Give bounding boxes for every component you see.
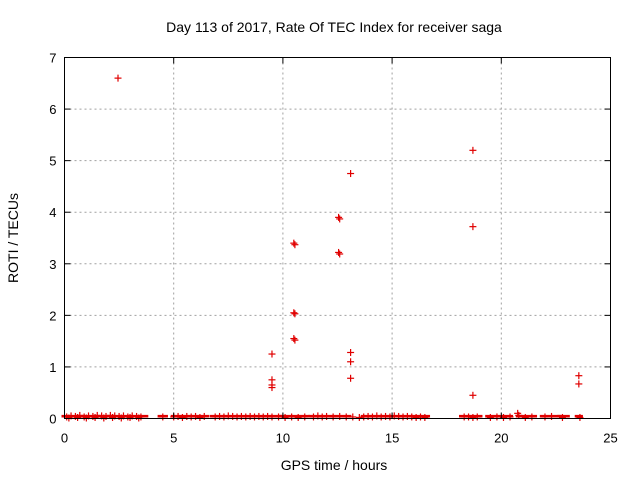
data-point: [329, 413, 337, 421]
data-point: [301, 413, 309, 421]
data-point: [290, 239, 298, 247]
data-point: [575, 380, 583, 388]
data-point: [114, 74, 122, 82]
baseline-segment: [557, 414, 570, 418]
data-point: [275, 413, 283, 421]
data-point: [506, 413, 514, 421]
data-point: [473, 413, 481, 421]
y-tick-label: 3: [49, 257, 56, 272]
data-point: [268, 384, 276, 392]
data-point: [91, 413, 99, 421]
x-tick-label: 15: [385, 431, 399, 446]
data-point: [521, 413, 529, 421]
data-point: [294, 413, 302, 421]
data-point: [74, 413, 82, 421]
y-tick-label: 6: [49, 102, 56, 117]
data-point: [368, 413, 376, 421]
data-point: [109, 413, 117, 421]
baseline-segment: [279, 414, 310, 418]
x-axis-label: GPS time / hours: [281, 457, 388, 473]
x-tick-labels: 0 5 10 15 20 25: [61, 431, 618, 446]
y-tick-labels: 0 1 2 3 4 5 6 7: [49, 51, 56, 427]
y-tick-label: 4: [49, 205, 56, 220]
x-tick-label: 25: [603, 431, 617, 446]
data-point: [336, 215, 344, 223]
data-point: [336, 250, 344, 258]
y-tick-label: 0: [49, 412, 56, 427]
data-point: [178, 413, 186, 421]
data-point: [421, 413, 429, 421]
x-tick-label: 0: [61, 431, 68, 446]
x-tick-label: 20: [494, 431, 508, 446]
data-point: [486, 413, 494, 421]
data-point: [220, 413, 228, 421]
data-point: [469, 223, 477, 231]
data-point: [335, 248, 343, 256]
baseline-segment: [515, 414, 538, 418]
data-point: [291, 241, 299, 249]
y-tick-label: 7: [49, 51, 56, 66]
data-point: [469, 391, 477, 399]
x-tick-label: 5: [170, 431, 177, 446]
data-point: [515, 411, 523, 419]
data-point: [347, 374, 355, 382]
data-point: [558, 413, 566, 421]
data-point: [291, 310, 299, 318]
data-point: [82, 414, 90, 422]
data-point: [335, 213, 343, 221]
data-point: [493, 413, 501, 421]
chart-title: Day 113 of 2017, Rate Of TEC Index for r…: [166, 19, 502, 35]
data-point: [288, 413, 296, 421]
data-point: [268, 413, 276, 421]
data-point: [469, 146, 477, 154]
data-point: [65, 414, 73, 422]
data-point: [347, 358, 355, 366]
data-point: [117, 414, 125, 422]
y-tick-label: 5: [49, 154, 56, 169]
y-tick-label: 1: [49, 360, 56, 375]
data-point: [309, 413, 317, 421]
data-points: [63, 74, 584, 422]
baseline-segment: [485, 414, 514, 418]
axis-ticks: [64, 57, 611, 419]
data-point: [159, 413, 167, 421]
grid-lines: [64, 57, 611, 419]
data-point: [347, 170, 355, 178]
data-point: [100, 414, 108, 422]
data-point: [291, 336, 299, 344]
plot-frame: [64, 57, 611, 419]
data-point: [576, 413, 584, 421]
baseline-segment: [574, 414, 583, 418]
data-point: [575, 372, 583, 380]
data-point: [347, 348, 355, 356]
baseline-segment: [458, 414, 483, 418]
data-point: [349, 413, 357, 421]
data-point: [126, 413, 134, 421]
data-point: [528, 413, 536, 421]
data-point: [541, 413, 549, 421]
data-point: [290, 309, 298, 317]
data-point: [290, 335, 298, 343]
data-point: [268, 350, 276, 358]
y-axis-label: ROTI / TECUs: [5, 193, 21, 283]
x-tick-label: 10: [276, 431, 290, 446]
data-point: [135, 414, 143, 422]
data-point: [196, 413, 204, 421]
y-tick-label: 2: [49, 308, 56, 323]
data-point: [342, 413, 350, 421]
